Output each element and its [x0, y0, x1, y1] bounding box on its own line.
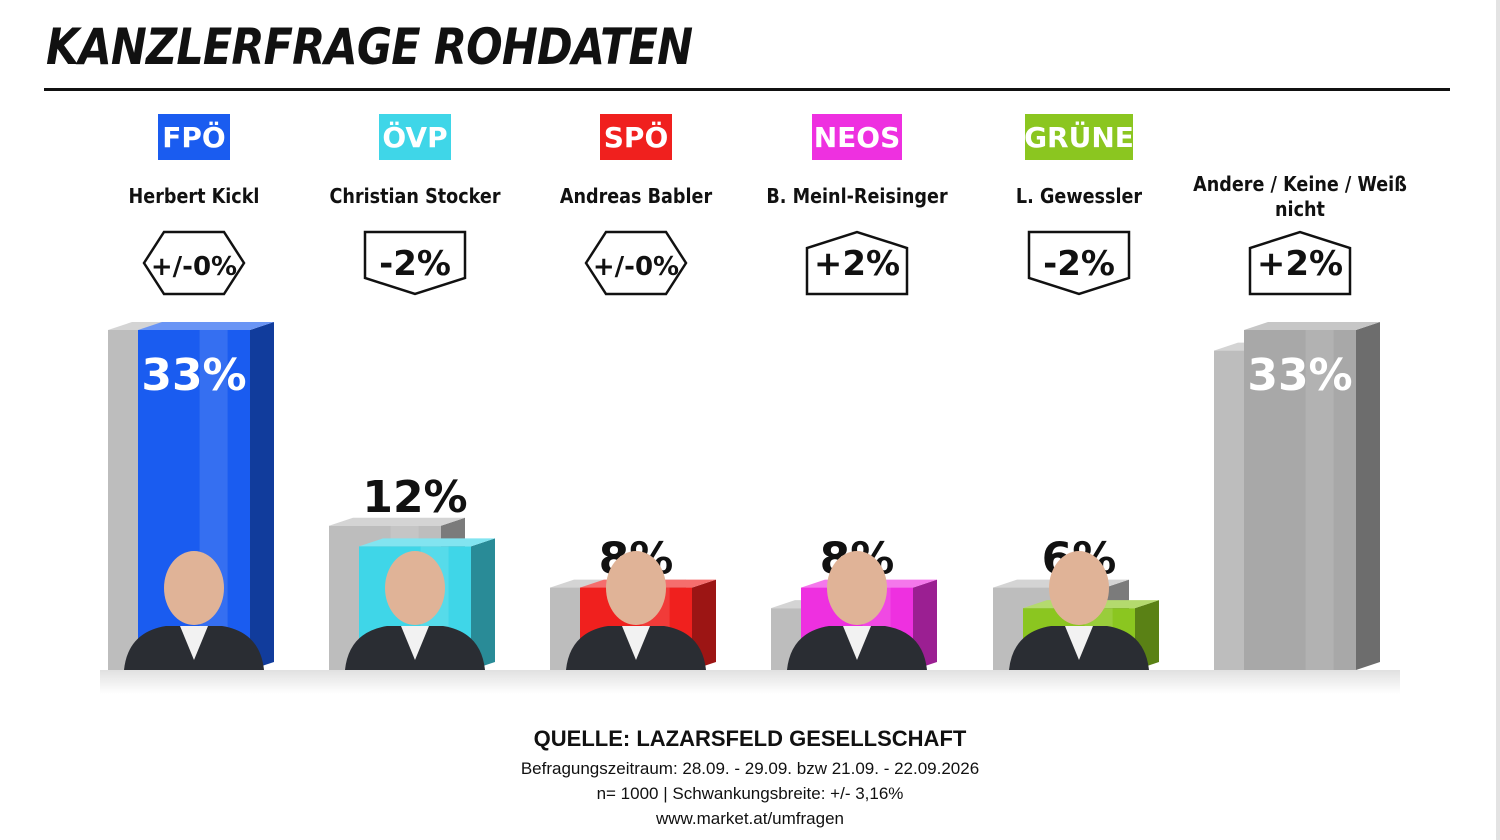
bar-top	[138, 322, 274, 330]
change-badge	[584, 230, 688, 296]
value-label: 33%	[1247, 350, 1352, 401]
photo-shirt	[843, 626, 871, 660]
photo-shirt	[622, 626, 650, 660]
photo-face	[385, 551, 445, 625]
chart-title: KANZLERFRAGE ROHDATEN	[46, 18, 693, 76]
candidate-name: B. Meinl-Reisinger	[766, 186, 948, 208]
candidate-photo	[1009, 551, 1149, 670]
party-badge-label: GRÜNE	[1024, 120, 1134, 154]
candidate-name: Christian Stocker	[330, 186, 502, 208]
party-badge	[600, 114, 672, 160]
floor-shadow	[100, 670, 1400, 694]
bar-side	[1356, 322, 1380, 670]
page-edge	[1496, 0, 1500, 840]
party-badge-label: NEOS	[814, 121, 901, 154]
candidate-name: L. Gewessler	[1016, 186, 1143, 208]
photo-shirt	[180, 626, 208, 660]
change-label: +/-0%	[151, 252, 237, 282]
change-badge	[363, 230, 467, 296]
change-label: -2%	[1043, 244, 1115, 284]
survey-period: Befragungszeitraum: 28.09. - 29.09. bzw …	[520, 759, 980, 778]
change-label: +/-0%	[593, 252, 679, 282]
bar-front	[1244, 330, 1356, 670]
source-url: www.market.at/umfragen	[655, 809, 844, 828]
change-label: -2%	[379, 244, 451, 284]
photo-shirt	[1065, 626, 1093, 660]
bar-highlight	[1305, 330, 1334, 670]
change-badge	[142, 230, 246, 296]
change-badge	[1248, 230, 1352, 296]
photo-face	[606, 551, 666, 625]
sample-info: n= 1000 | Schwankungsbreite: +/- 3,16%	[596, 784, 904, 803]
bar-top	[359, 538, 495, 547]
party-badge-label: FPÖ	[162, 120, 225, 154]
photo-face	[164, 551, 224, 625]
candidate-photo	[124, 551, 264, 670]
candidate-name: Herbert Kickl	[129, 186, 260, 208]
photo-face	[827, 551, 887, 625]
value-label: 12%	[362, 472, 467, 523]
candidate-name: Andere / Keine / Weiß nicht	[1193, 174, 1407, 221]
candidate-photo	[566, 551, 706, 670]
chart: FPÖ Herbert Kickl +/-0% 33% ÖVP Christian Sto…	[100, 114, 1407, 694]
previous-bar-top	[329, 517, 465, 526]
bar-side	[250, 322, 274, 670]
photo-shirt	[401, 626, 429, 660]
party-badge	[379, 114, 451, 160]
party-badge	[812, 114, 902, 160]
title-divider	[44, 88, 1450, 91]
party-badge-label: ÖVP	[382, 120, 447, 154]
photo-face	[1049, 551, 1109, 625]
party-badge-label: SPÖ	[604, 120, 669, 154]
candidate-name: Andreas Babler	[560, 186, 713, 208]
value-label: 33%	[141, 350, 246, 401]
source-label: QUELLE: LAZARSFELD GESELLSCHAFT	[533, 726, 967, 751]
change-label: +2%	[1257, 244, 1343, 284]
candidate-photo	[787, 551, 927, 670]
change-label: +2%	[814, 244, 900, 284]
change-badge	[1027, 230, 1131, 296]
party-badge	[1025, 114, 1133, 160]
party-badge	[158, 114, 230, 160]
column-2: ÖVP Christian Stocker -2% 12%	[329, 114, 501, 670]
change-badge	[805, 230, 909, 296]
column-1: FPÖ Herbert Kickl +/-0% 33%	[108, 114, 274, 670]
bar-side	[471, 538, 495, 670]
candidate-photo	[345, 551, 485, 670]
bar-top	[1244, 322, 1380, 330]
column-6: Andere / Keine / Weiß nicht +2% 33%	[1193, 174, 1407, 670]
